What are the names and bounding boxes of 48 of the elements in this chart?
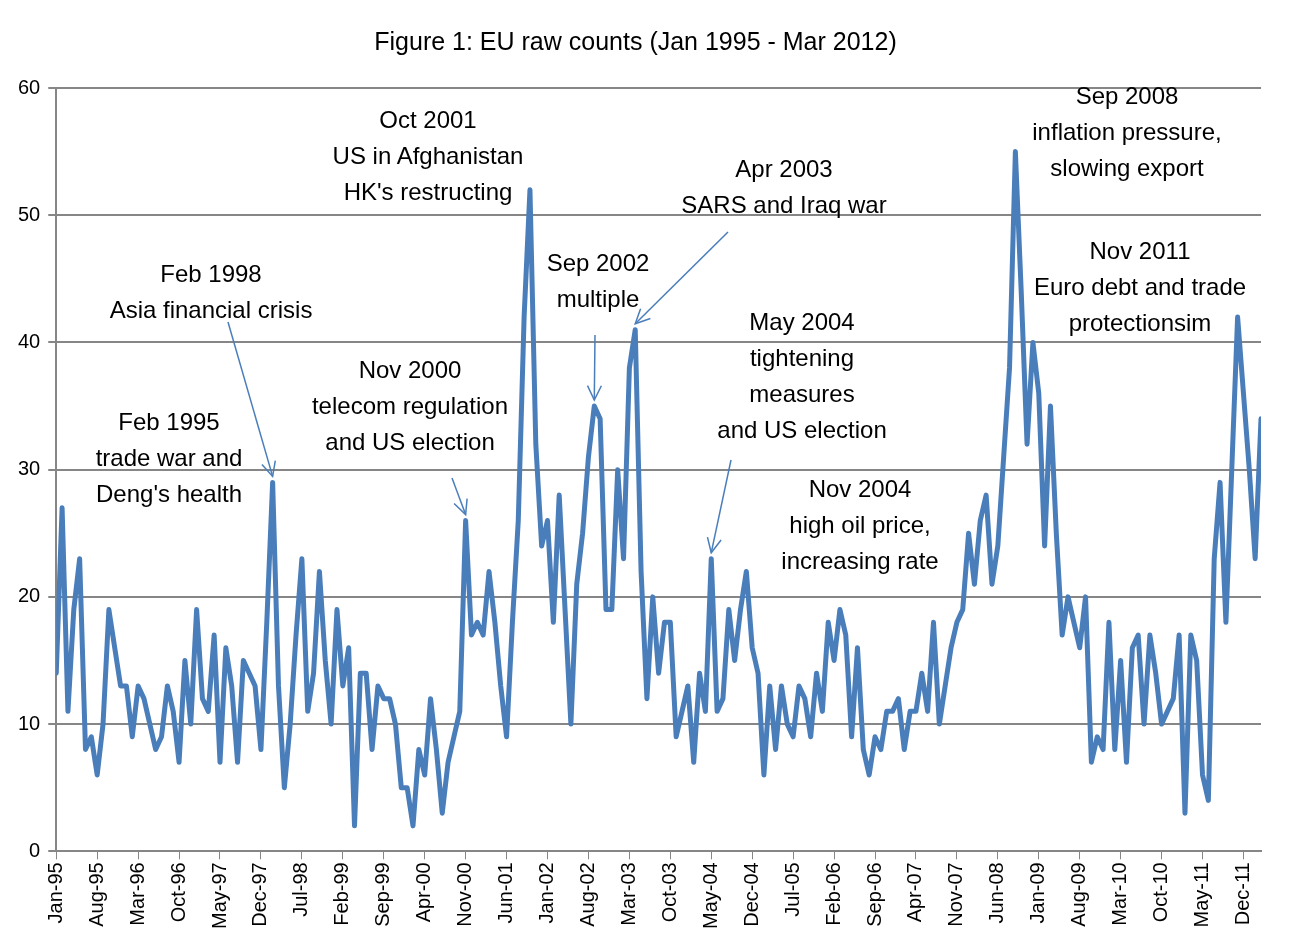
x-tick-label: May-11	[1190, 862, 1213, 928]
x-tick-label: May-04	[698, 862, 721, 930]
y-tick-label: 10	[18, 711, 41, 734]
annotation: May 2004 tightening measures and US election	[717, 307, 887, 443]
annotation: Apr 2003 SARS and Iraq war	[681, 154, 887, 218]
x-tick-label: Feb-06	[821, 862, 844, 926]
x-tick-label: Nov-00	[453, 862, 476, 927]
y-tick-label: 50	[18, 202, 41, 225]
x-tick-label: Aug-02	[575, 862, 598, 927]
x-tick-label: Jan-02	[535, 862, 558, 924]
x-tick-label: Jan-95	[43, 862, 66, 924]
annotation: Nov 2011 Euro debt and trade protectionsim	[1033, 236, 1247, 336]
x-tick-label: Mar-10	[1108, 862, 1131, 926]
annotation: Sep 2008 inflation pressure, slowing export	[1032, 81, 1222, 181]
annotation: Sep 2002 multiple	[546, 248, 650, 312]
x-tick-label: Apr-00	[412, 862, 435, 923]
x-tick-label: Mar-03	[616, 862, 639, 926]
x-tick-label: Mar-96	[125, 862, 148, 926]
annotation: Feb 1998 Asia financial crisis	[109, 259, 313, 323]
x-tick-label: Dec-04	[739, 862, 762, 927]
x-tick-label: Jun-01	[494, 862, 517, 924]
y-tick-label: 0	[29, 838, 41, 861]
x-tick-label: Feb-99	[330, 862, 353, 926]
annotation: Feb 1995 trade war and Deng's health	[95, 407, 243, 507]
x-tick-label: Sep-99	[371, 862, 394, 927]
x-tick-label: Oct-03	[657, 862, 680, 923]
x-tick-label: Apr-07	[903, 862, 926, 923]
annotation: Oct 2001 US in Afghanistan HK's restructing	[332, 105, 524, 205]
y-tick-label: 60	[18, 75, 41, 98]
y-tick-label: 20	[18, 584, 41, 607]
x-tick-label: Dec-11	[1230, 862, 1253, 926]
chart-title: Figure 1: EU raw counts (Jan 1995 - Mar 2012)	[374, 26, 897, 55]
x-tick-label: Nov-07	[944, 862, 967, 927]
x-tick-label: Sep-06	[862, 862, 885, 927]
x-tick-label: Aug-95	[84, 862, 107, 927]
x-tick-label: Dec-97	[248, 862, 271, 927]
x-tick-label: Jan-09	[1026, 862, 1049, 924]
y-tick-label: 40	[18, 329, 41, 352]
x-tick-label: Jun-08	[985, 862, 1008, 924]
x-tick-label: Oct-10	[1149, 862, 1172, 923]
x-tick-label: Jul-98	[289, 862, 312, 917]
x-tick-label: Aug-09	[1067, 862, 1090, 927]
annotation: Nov 2004 high oil price, increasing rate	[781, 474, 939, 574]
x-tick-label: Oct-96	[166, 862, 189, 923]
x-tick-label: Jul-05	[780, 862, 803, 917]
annotation: Nov 2000 telecom regulation and US election	[311, 355, 509, 455]
y-tick-label: 30	[18, 457, 41, 480]
x-tick-label: May-97	[207, 862, 230, 930]
